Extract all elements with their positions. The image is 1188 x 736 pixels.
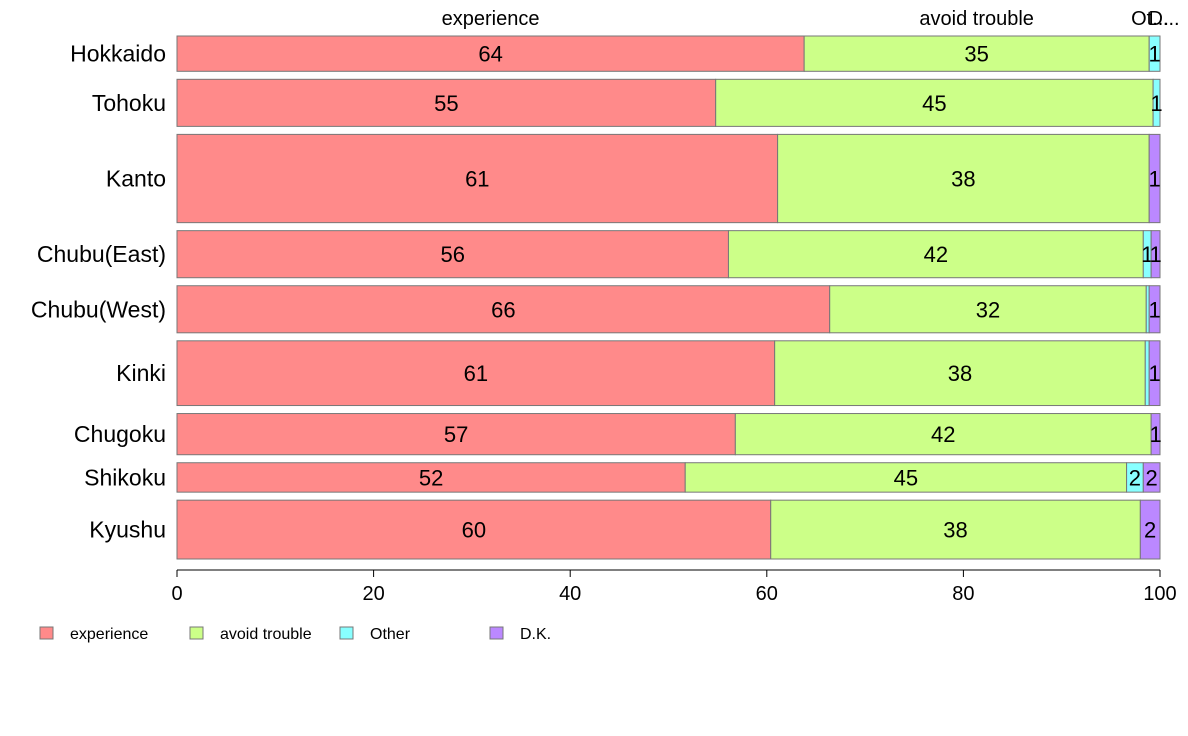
bar-segment-chubu-east--3 [1150, 230, 1161, 279]
data-label: 56 [440, 242, 464, 267]
data-label: 1 [1148, 42, 1160, 67]
column-header-label: avoid trouble [919, 8, 1034, 30]
legend: experience avoid trouble Other D.K. [39, 626, 551, 643]
data-label: 45 [894, 465, 918, 490]
column-header-label: D... [1148, 8, 1179, 30]
bar-segment-chubu-west--0 [176, 285, 831, 334]
category-label: Kinki [116, 360, 166, 386]
bar-segment-shikoku-3 [1142, 462, 1161, 493]
bar-segment-chubu-east--1 [727, 230, 1144, 279]
bar-segment-kanto-1 [777, 133, 1150, 224]
data-label: 2 [1144, 518, 1156, 543]
data-label: 1 [1149, 242, 1161, 267]
category-label: Kanto [106, 166, 166, 192]
data-label: 38 [951, 167, 975, 192]
bar-segment-chugoku-1 [734, 413, 1152, 456]
bar-segment-kinki-0 [176, 340, 776, 407]
bar-segment-chugoku-3 [1150, 413, 1161, 456]
data-label: 1 [1148, 297, 1160, 322]
data-label: 42 [924, 242, 948, 267]
data-label: 52 [419, 465, 443, 490]
column-header-labels: experience avoid trouble Ot...D... [442, 8, 1180, 30]
data-label: 55 [434, 91, 458, 116]
data-label: 45 [922, 91, 946, 116]
bar-segment-chugoku-0 [176, 413, 736, 456]
x-tick-label: 60 [756, 583, 778, 605]
legend-label: avoid trouble [220, 626, 312, 643]
category-label: Hokkaido [70, 41, 166, 67]
data-label: 42 [931, 422, 955, 447]
bar-segment-tohoku-1 [715, 78, 1154, 127]
x-tick-label: 0 [171, 583, 182, 605]
data-label: 1 [1149, 422, 1161, 447]
data-label: 57 [444, 422, 468, 447]
bar-segment-tohoku-2 [1152, 78, 1161, 127]
bar-segment-shikoku-1 [684, 462, 1128, 493]
data-label: 2 [1146, 465, 1158, 490]
legend-label: Other [370, 626, 411, 643]
data-label: 61 [465, 167, 489, 192]
data-label: 1 [1148, 361, 1160, 386]
category-label: Shikoku [84, 464, 166, 490]
bar-segment-chubu-east--0 [176, 230, 729, 279]
bar-segment-kinki-3 [1148, 340, 1161, 407]
bar-segment-hokkaido-1 [803, 35, 1150, 72]
category-label: Tohoku [92, 90, 166, 116]
data-label: 61 [464, 361, 488, 386]
data-label: 38 [943, 518, 967, 543]
data-label: 38 [948, 361, 972, 386]
bar-segment-kinki-1 [774, 340, 1146, 407]
legend-label: experience [70, 626, 148, 643]
data-label: 60 [462, 518, 486, 543]
column-header-label: experience [442, 8, 540, 30]
bar-segment-kyushu-0 [176, 499, 772, 560]
column-header-label: Ot... [1131, 8, 1169, 30]
data-label: 1 [1148, 167, 1160, 192]
data-label: 66 [491, 297, 515, 322]
category-label: Chubu(West) [31, 296, 166, 322]
bar-segment-hokkaido-2 [1148, 35, 1161, 72]
x-tick-label: 20 [362, 583, 384, 605]
legend-swatch [489, 626, 504, 640]
x-axis: 0 20 40 60 80 100 [171, 569, 1177, 605]
x-tick-label: 40 [559, 583, 581, 605]
data-label: 35 [964, 42, 988, 67]
data-label: 64 [478, 42, 502, 67]
x-tick-label: 100 [1143, 583, 1176, 605]
category-labels: Hokkaido Tohoku Kanto Chubu(East) Chubu(West… [31, 41, 166, 543]
bar-segment-tohoku-0 [176, 78, 717, 127]
legend-label: D.K. [520, 626, 551, 643]
data-label: 32 [976, 297, 1000, 322]
bar-segment-kanto-0 [176, 133, 779, 224]
data-label: 1 [1141, 242, 1153, 267]
legend-swatch [39, 626, 54, 640]
data-label: 2 [1129, 465, 1141, 490]
legend-swatch [339, 626, 354, 640]
legend-swatch [189, 626, 204, 640]
category-label: Chugoku [74, 421, 166, 447]
bar-segment-kyushu-3 [1139, 499, 1161, 560]
x-tick-label: 80 [952, 583, 974, 605]
data-label: 1 [1150, 91, 1162, 116]
bar-segment-kanto-3 [1148, 133, 1161, 224]
bar-segment-chubu-west--3 [1148, 285, 1161, 334]
bar-segment-chubu-west--1 [829, 285, 1147, 334]
category-label: Kyushu [89, 517, 166, 543]
category-label: Chubu(East) [37, 241, 166, 267]
